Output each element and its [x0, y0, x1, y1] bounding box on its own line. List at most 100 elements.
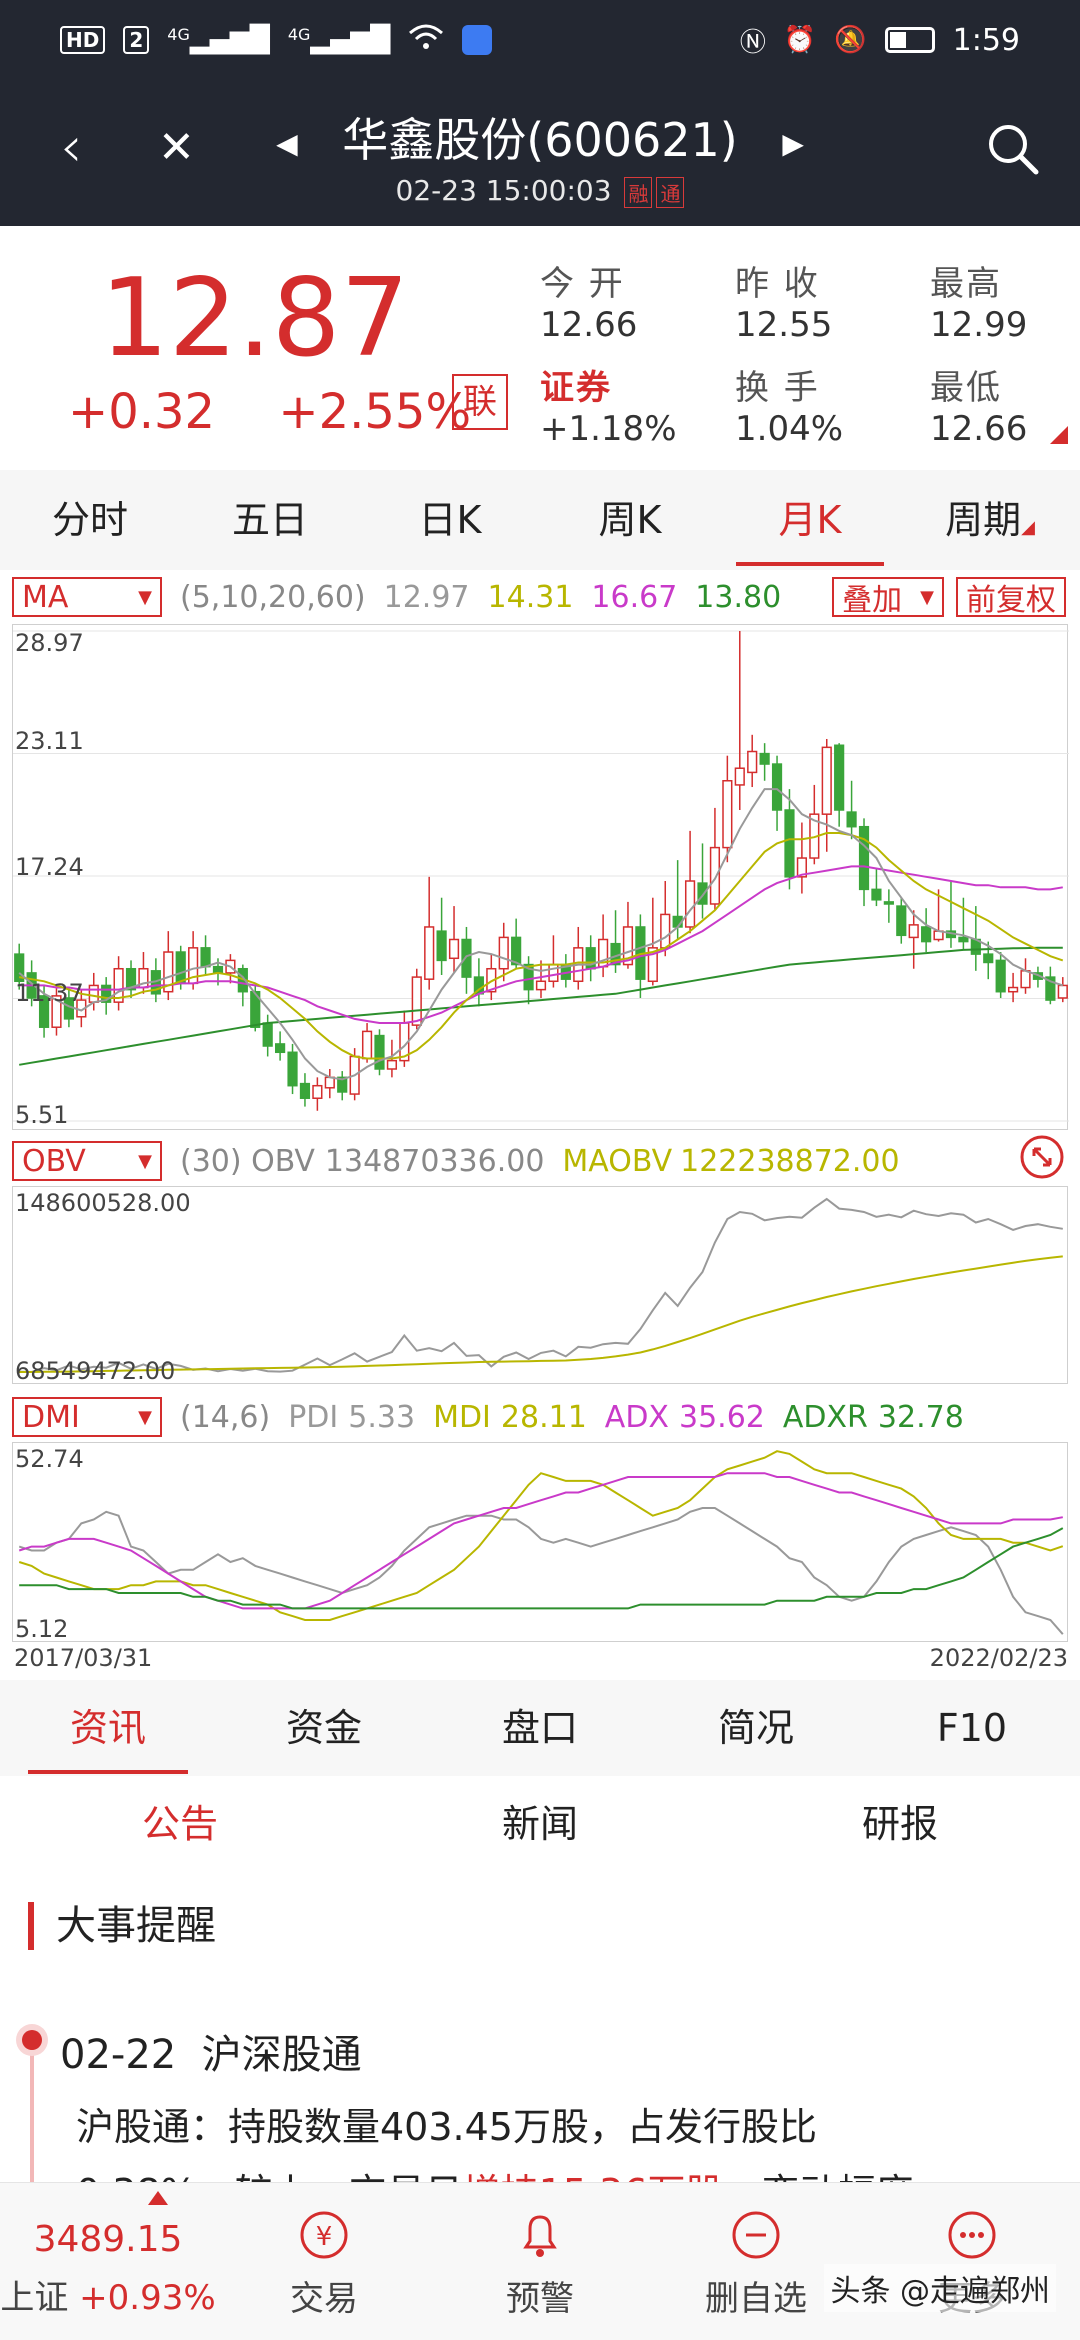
tab-intraday[interactable]: 分时	[51, 498, 128, 542]
quote-datetime: 02-23 15:00:03	[395, 174, 612, 207]
nav-remove-favorite[interactable]: 删自选	[648, 2183, 864, 2340]
adjust-button[interactable]: 前复权	[956, 577, 1066, 618]
adxr-line	[19, 1527, 1064, 1610]
obv-selector-label: OBV	[22, 1143, 86, 1179]
status-left: HD 2 4G▂▄▆█ 4G▂▄▆█	[60, 23, 493, 58]
quote-panel: 12.87 +0.32 +2.55% 联 今 开 12.66 昨 收 12.55 最…	[0, 226, 1080, 470]
maobv-label: MAOBV	[562, 1143, 673, 1179]
sector-cell[interactable]: 证券 +1.18%	[540, 360, 677, 449]
candle-body	[461, 938, 472, 978]
nav-more[interactable]: 更多	[864, 2183, 1080, 2340]
turnover-cell: 换 手 1.04%	[735, 360, 843, 449]
candle-body	[448, 938, 460, 960]
svg-text:¥: ¥	[316, 2222, 333, 2252]
search-icon[interactable]	[984, 120, 1044, 180]
adx-line	[18, 1472, 1063, 1610]
candle-body	[175, 951, 186, 985]
ma10-line	[19, 832, 1064, 1060]
candle-body	[275, 1043, 286, 1054]
hd-badge: HD	[60, 26, 106, 54]
turnover-value: 1.04%	[735, 409, 844, 449]
dmi-params: (14,6)	[180, 1399, 271, 1435]
candle-body	[684, 880, 696, 928]
overlay-label: 叠加	[842, 583, 903, 618]
prev-stock-icon[interactable]: ◀	[276, 127, 298, 160]
nav-trade[interactable]: ¥ 交易	[216, 2183, 432, 2340]
dmi-chart[interactable]: 52.74 5.12	[12, 1442, 1068, 1643]
tab-orderbook[interactable]: 盘口	[501, 1706, 578, 1750]
candle-body	[821, 746, 832, 815]
kline-chart[interactable]: 28.97 23.11 17.24 11.37 5.51	[12, 624, 1069, 1130]
obv-value: 134870336.00	[324, 1143, 545, 1179]
alert-label: 预警	[506, 2279, 574, 2319]
tab-weekly-k[interactable]: 周K	[598, 498, 662, 542]
tab-profile[interactable]: 简况	[717, 1706, 794, 1750]
tab-period[interactable]: 周期◢	[900, 470, 1080, 570]
ma5-line	[18, 788, 1064, 1081]
dmi-selector[interactable]: DMI ▼	[12, 1397, 162, 1437]
candle-body	[361, 1030, 373, 1060]
candle-body	[722, 780, 733, 849]
overlay-selector[interactable]: 叠加 ▼	[832, 577, 944, 618]
dmi-selector-label: DMI	[22, 1399, 80, 1435]
candle-body	[88, 984, 99, 1003]
ma-selector-label: MA	[22, 579, 69, 615]
overlay-dropdown-icon: ▼	[920, 586, 934, 608]
ma-selector[interactable]: MA ▼	[12, 577, 162, 617]
index-change: +0.93%	[79, 2278, 216, 2318]
mdi-line	[18, 1450, 1064, 1621]
candle-body	[734, 767, 745, 786]
stock-title: 华鑫股份(600621)	[342, 113, 738, 167]
tab-five-day[interactable]: 五日	[231, 498, 308, 542]
network-label: 4G	[167, 25, 190, 44]
subtab-announcements[interactable]: 公告	[141, 1802, 218, 1846]
candle-body	[436, 930, 447, 962]
minus-circle-icon	[648, 2207, 864, 2263]
index-label: 上证 +0.93%	[0, 2270, 216, 2319]
adxr-value: 32.78	[877, 1399, 964, 1435]
candle-body	[958, 936, 969, 943]
candle-body	[38, 995, 50, 1028]
tab-news-info[interactable]: 资讯	[0, 1680, 216, 1776]
candle-body	[1057, 984, 1068, 999]
link-button[interactable]: 联	[452, 374, 508, 430]
tab-f10[interactable]: F10	[936, 1706, 1008, 1750]
expand-corner-icon[interactable]	[1050, 426, 1068, 444]
candle-body	[125, 967, 137, 991]
ma-params: (5,10,20,60)	[180, 579, 366, 615]
y-tick-4: 11.37	[15, 979, 84, 1007]
obv-chart[interactable]: 148600528.00 68549472.00	[12, 1186, 1068, 1385]
tab-funds[interactable]: 资金	[285, 1706, 362, 1750]
tab-daily-k[interactable]: 日K	[418, 498, 482, 542]
obv-selector[interactable]: OBV ▼	[12, 1141, 162, 1181]
back-icon[interactable]: ‹	[60, 115, 83, 180]
trade-label: 交易	[290, 2279, 358, 2319]
event-line-1: 沪股通：持股数量403.45万股，占发行股比	[76, 2105, 817, 2149]
candle-body	[660, 913, 671, 949]
dmi-tick-min: 5.12	[15, 1615, 69, 1643]
sim-badge: 2	[123, 26, 150, 54]
index-name: 上证	[0, 2278, 69, 2318]
index-ticker[interactable]: 3489.15 上证 +0.93%	[0, 2183, 216, 2340]
event-date: 02-22	[60, 2032, 177, 2078]
connect-tag: 通	[656, 176, 685, 208]
subtab-research[interactable]: 研报	[861, 1802, 938, 1846]
next-stock-icon[interactable]: ▶	[782, 127, 804, 160]
title-row: ◀ 华鑫股份(600621) ▶	[0, 104, 1080, 170]
candle-body	[324, 1076, 335, 1089]
y-tick-3: 17.24	[15, 853, 84, 881]
tab-monthly-k[interactable]: 月K	[720, 470, 900, 570]
subtab-news[interactable]: 新闻	[501, 1802, 578, 1846]
candle-body	[1007, 986, 1019, 993]
candle-body	[647, 947, 658, 983]
fullscreen-icon[interactable]	[1018, 1133, 1066, 1189]
sector-label: 证券	[540, 368, 612, 408]
candle-body	[896, 905, 907, 937]
obv-tick-min: 68549472.00	[15, 1357, 176, 1385]
nav-alert[interactable]: 预警	[432, 2183, 648, 2340]
candle-body	[796, 857, 807, 878]
close-icon[interactable]: ✕	[158, 122, 195, 173]
info-tabs: 资讯 资金 盘口 简况 F10	[0, 1680, 1080, 1776]
signal-icon-2: 4G▂▄▆█	[287, 25, 391, 55]
signal-icon: 4G▂▄▆█	[167, 25, 270, 55]
